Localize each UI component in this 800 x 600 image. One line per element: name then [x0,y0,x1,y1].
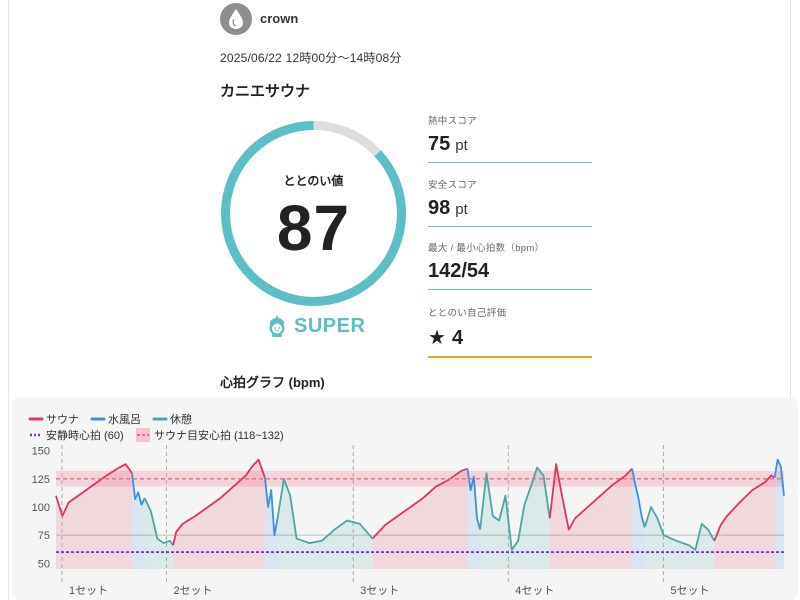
sauna-area [714,475,775,569]
stat-value: 75 pt [428,133,592,156]
legend-label: 水風呂 [108,413,141,426]
legend-label: サウナ [46,413,79,426]
rest-line [479,466,551,551]
stat-number: 75 [428,133,451,155]
totonoi-gauge [221,121,406,306]
y-tick-label: 75 [38,530,50,542]
gauge-label: ととのい値 [283,174,344,188]
y-tick-label: 125 [32,474,50,486]
y-tick-label: 100 [32,502,50,514]
stat-number: 4 [451,327,464,349]
cold-area [632,468,645,569]
rest-line [143,497,174,546]
stat-label: 最大 / 最小心拍数（bpm） [428,243,545,254]
stat-value: 98 pt [428,197,592,220]
cold-line [466,468,482,530]
legend-label: 安静時心拍 (60) [46,428,124,442]
cold-area [264,477,278,569]
rest-area [277,478,373,569]
cold-area [467,468,481,569]
cold-line [131,473,146,506]
rest-area [480,467,550,569]
cold-area [131,473,145,569]
cold-line [773,458,785,496]
rest-line [643,506,716,551]
cold-line [264,477,279,537]
set-label: 4セット [515,584,554,597]
stat-label: 安全スコア [428,180,478,191]
sauna-area [56,464,132,569]
stat-self-rating: ととのい自己評価 ★ 4 [428,305,592,358]
y-tick-label: 50 [38,558,50,570]
stat-underline [428,162,592,163]
stat-value: 142/54 [428,260,592,283]
gauge-progress [221,121,406,306]
stat-value: ★ 4 [428,325,592,350]
mascot-icon [269,315,285,337]
stat-label: 熱中スコア [428,116,478,127]
page-border-left [8,0,9,600]
legend-label: 休憩 [170,412,192,426]
session-datetime: 2025/06/22 12時00分〜14時08分 [220,51,402,65]
page-border-right [790,0,791,600]
sauna-area [549,464,633,569]
cold-area [774,459,784,569]
stat-heart-rate: 最大 / 最小心拍数（bpm） 142/54 [428,240,592,290]
sauna-area [372,468,468,569]
stat-underline [428,289,592,290]
cold-line [631,468,646,528]
rest-area [644,507,715,569]
stat-number: 142/54 [428,260,490,282]
drop-icon [229,9,243,29]
rank-badge: SUPER [266,314,365,338]
legend-label: サウナ目安心拍 (118~132) [154,428,284,442]
set-label: 3セット [360,584,399,597]
y-tick-label: 150 [32,446,50,458]
stat-anzen: 安全スコア 98 pt [428,177,592,227]
stat-label: ととのい自己評価 [428,308,507,319]
rest-line [276,477,374,544]
sauna-line [55,463,133,517]
stat-underline [428,226,592,227]
gauge-value: 87 [276,192,351,264]
star-icon: ★ [428,327,446,349]
sauna-line [548,463,633,531]
sauna-line [713,474,776,542]
stat-number: 98 [428,197,451,219]
set-label: 1セット [69,584,108,597]
rank-label: SUPER [294,314,366,337]
facility-name[interactable]: カニエサウナ [220,83,311,100]
sauna-area [173,459,265,569]
graph-title: 心拍グラフ (bpm) [220,375,325,390]
stat-netchu: 熱中スコア 75 pt [428,113,592,163]
sauna-line [371,467,468,540]
sauna-line [172,458,266,546]
stat-unit: pt [455,201,468,218]
stat-underline [428,356,592,358]
avatar[interactable] [220,3,252,35]
username[interactable]: crown [260,11,299,26]
set-label: 2セット [173,584,212,597]
set-label: 5セット [670,584,709,597]
stat-unit: pt [455,137,468,154]
